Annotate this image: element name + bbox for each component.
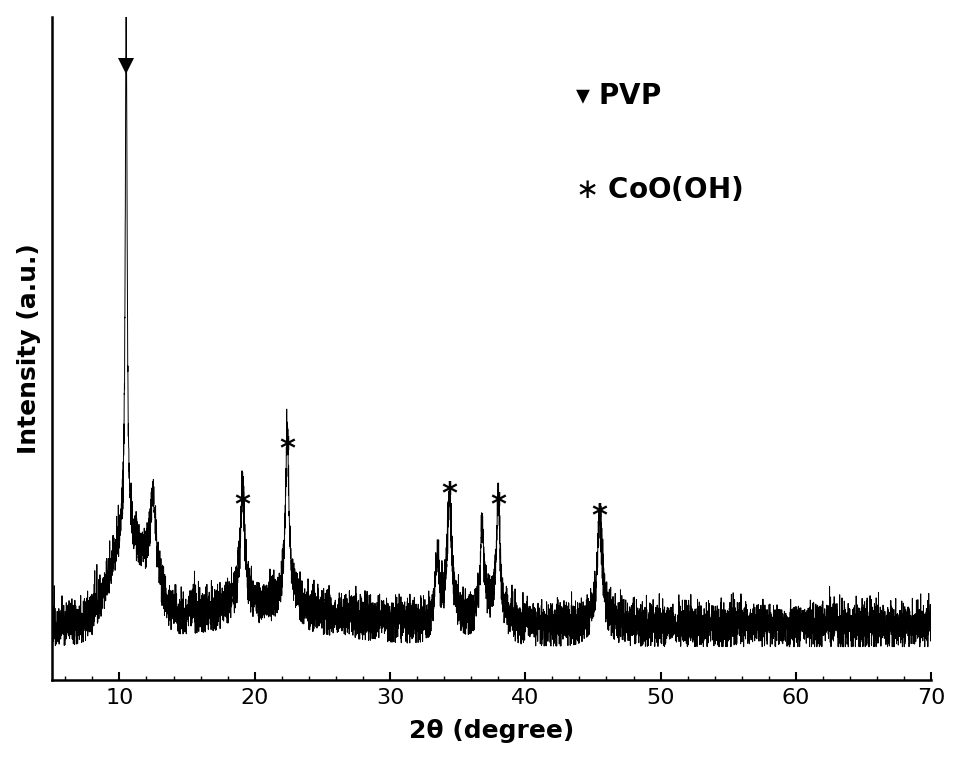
Text: *: * <box>490 491 505 520</box>
Text: *: * <box>591 502 607 530</box>
Text: $\ast$ CoO(OH): $\ast$ CoO(OH) <box>575 175 742 204</box>
Text: *: * <box>279 435 295 464</box>
Text: *: * <box>441 480 457 508</box>
Text: *: * <box>234 491 250 520</box>
Y-axis label: Intensity (a.u.): Intensity (a.u.) <box>16 243 40 454</box>
X-axis label: 2θ (degree): 2θ (degree) <box>408 719 574 743</box>
Text: $\blacktriangledown$ PVP: $\blacktriangledown$ PVP <box>575 82 661 110</box>
